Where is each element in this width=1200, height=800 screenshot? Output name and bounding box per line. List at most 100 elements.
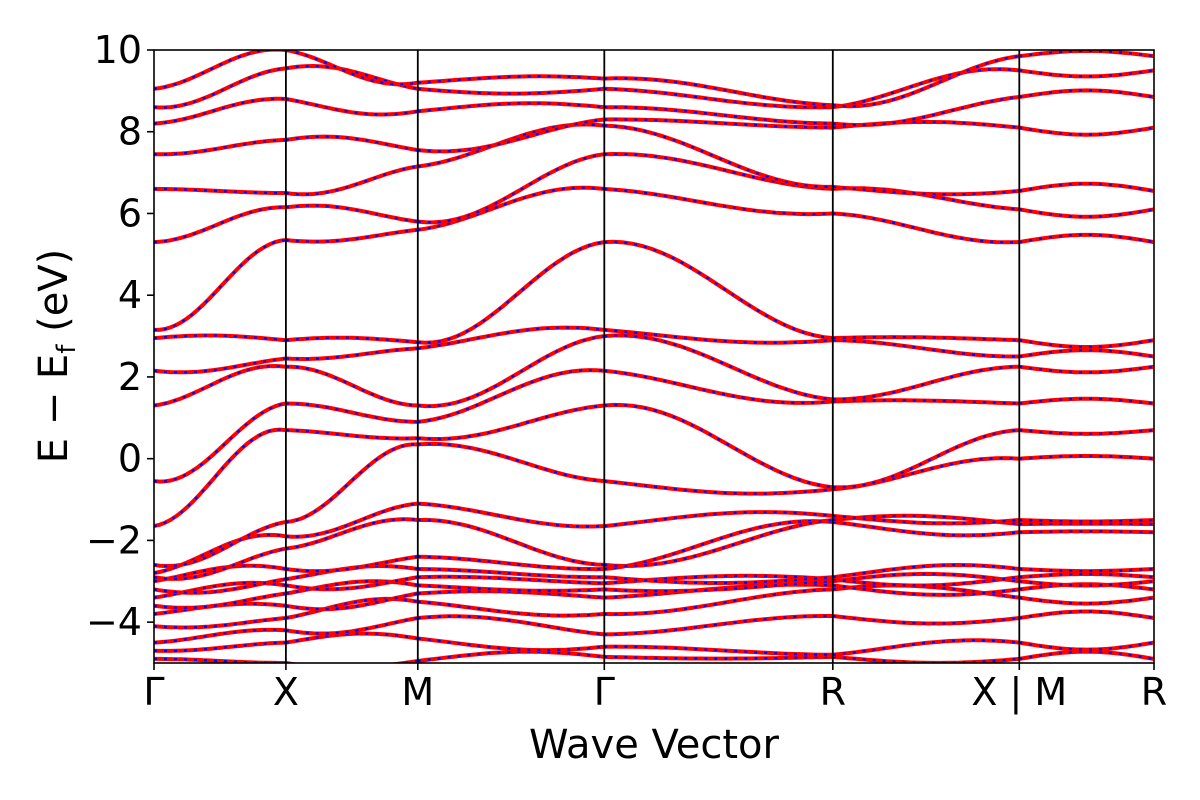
- band-line: [154, 546, 287, 581]
- band-line-dashed: [604, 87, 833, 109]
- band-line-dashed: [417, 326, 605, 350]
- band-line-dashed: [285, 616, 418, 635]
- band-line-dashed: [285, 50, 418, 86]
- band-line-dashed: [832, 584, 1020, 596]
- band-line-dashed: [285, 502, 418, 538]
- band-line: [604, 239, 834, 341]
- band-line-dashed: [1019, 429, 1154, 436]
- band-line-dashed: [417, 567, 605, 579]
- band-line-dashed: [1019, 650, 1154, 660]
- band-line: [417, 101, 605, 114]
- band-line: [285, 364, 418, 408]
- band-line-dashed: [417, 590, 605, 599]
- band-line-dashed: [285, 632, 418, 644]
- band-line-dashed: [417, 650, 605, 663]
- band-line: [832, 364, 1020, 402]
- kpoint-divider-lines: [284, 50, 1021, 663]
- band-line-dashed: [1019, 397, 1154, 405]
- band-line-dashed: [604, 614, 833, 636]
- x-tick-label: R: [1141, 670, 1167, 714]
- band-line-dashed: [1019, 572, 1154, 579]
- band-line-dashed: [604, 187, 833, 216]
- band-lines: [154, 50, 1154, 663]
- band-line-dashed: [417, 404, 605, 441]
- band-line-dashed: [417, 241, 605, 344]
- band-line-dashed: [832, 576, 1020, 587]
- band-line-dashed: [832, 339, 1020, 358]
- y-axis: −4 −2 0 2 4 6 8 10: [86, 28, 154, 644]
- band-line: [604, 186, 833, 217]
- band-line-dashed: [285, 165, 418, 196]
- band-line: [604, 368, 833, 405]
- band-line-dashed: [1019, 583, 1154, 591]
- y-axis-title-unit: (eV): [31, 249, 77, 345]
- band-line: [417, 614, 605, 637]
- band-line: [417, 74, 605, 85]
- band-line-dashed: [154, 238, 287, 331]
- band-line-dashed: [285, 564, 418, 581]
- band-line-dashed: [604, 240, 833, 340]
- band-line-dashed: [1019, 454, 1154, 460]
- band-line-dashed: [154, 334, 286, 342]
- x-tick-label: R: [820, 670, 846, 714]
- band-line-dashed: [832, 429, 1020, 489]
- band-line-dashed: [1019, 596, 1154, 605]
- band-line-dashed: [154, 520, 287, 568]
- band-line-dashed: [154, 602, 287, 616]
- band-line-dashed: [285, 135, 418, 152]
- band-line: [417, 599, 605, 618]
- band-line-dashed: [1019, 580, 1154, 587]
- band-line-dashed: [1019, 126, 1154, 136]
- band-line: [832, 398, 1020, 406]
- band-line-dashed: [832, 185, 1020, 196]
- band-line-dashed: [1019, 69, 1154, 78]
- y-tick-label: 8: [118, 110, 142, 154]
- band-line-dashed: [604, 403, 833, 489]
- band-line-dashed: [285, 204, 418, 223]
- band-line: [832, 638, 1020, 657]
- band-line: [285, 203, 419, 224]
- band-line: [154, 238, 287, 332]
- band-line: [285, 442, 418, 524]
- band-line-dashed: [832, 655, 1020, 663]
- band-line-dashed: [285, 429, 418, 440]
- band-line-dashed: [604, 576, 833, 585]
- band-line-dashed: [154, 592, 287, 609]
- band-line-dashed: [154, 206, 286, 244]
- x-tick-label: X | M: [971, 670, 1067, 715]
- band-line-dashed: [832, 335, 1020, 342]
- band-line-dashed: [417, 118, 605, 153]
- x-axis: Γ X M Γ R X | M R: [143, 663, 1167, 715]
- y-axis-title-main: E − E: [31, 354, 77, 464]
- band-line-dashed: [285, 97, 418, 116]
- band-line-dashed: [1019, 641, 1154, 651]
- band-line-dashed: [832, 520, 1020, 537]
- band-line-dashed: [417, 518, 605, 566]
- x-axis-title: Wave Vector: [529, 722, 780, 768]
- band-line-dashed: [832, 514, 1020, 525]
- band-line-dashed: [832, 584, 1020, 599]
- band-line-dashed: [285, 555, 418, 573]
- band-line-dashed: [604, 124, 833, 188]
- plot-frame: [153, 49, 1155, 664]
- band-line: [604, 402, 834, 490]
- band-line-dashed: [604, 655, 833, 660]
- band-line-dashed: [417, 87, 605, 95]
- band-line-dashed: [1019, 530, 1154, 534]
- band-line: [154, 96, 286, 126]
- band-line-dashed: [604, 588, 833, 616]
- band-line-dashed: [604, 334, 833, 401]
- x-tick-label: Γ: [594, 670, 615, 714]
- band-line-dashed: [604, 328, 833, 344]
- band-line-dashed: [285, 347, 418, 361]
- band-line-dashed: [604, 480, 833, 495]
- band-line: [285, 554, 419, 574]
- band-line: [285, 616, 419, 636]
- band-line-dashed: [832, 572, 1020, 583]
- y-tick-label: 10: [94, 28, 142, 72]
- y-tick-label: 0: [118, 437, 142, 481]
- x-tick-label: Γ: [143, 670, 164, 714]
- band-line-dashed: [604, 511, 833, 528]
- band-line-dashed: [832, 365, 1020, 401]
